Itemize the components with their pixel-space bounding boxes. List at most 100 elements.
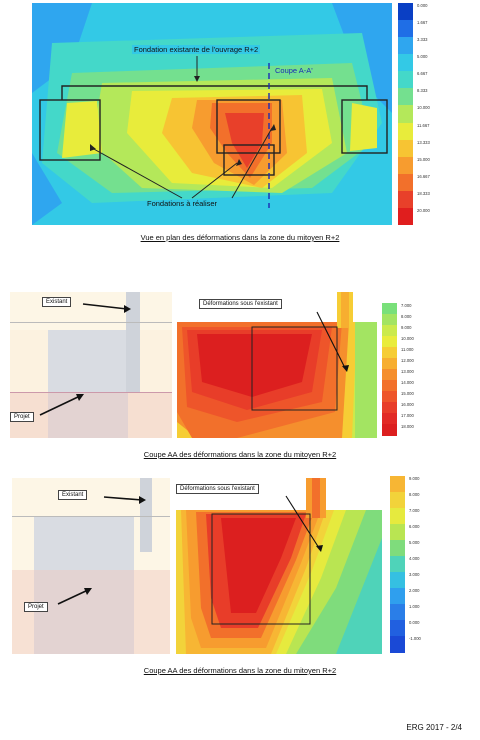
callout-projet: Projet [24,602,48,612]
legend-swatch [390,572,405,589]
section-2-deformation-map [177,292,377,438]
legend-label: 15.000 [417,156,430,162]
legend-plan: 0.000 1.667 3.333 5.000 6.667 8.333 10.000 11.6… [398,3,458,226]
legend-label: 16.667 [417,173,430,179]
legend-label: 20.000 [417,207,430,213]
legend-swatch [398,88,413,106]
section-3-arrows [57,496,146,605]
callout-deformations-sous-existant: Déformations sous l'existant [176,484,259,494]
legend-swatch [398,37,413,55]
legend-label: 0.000 [409,620,420,625]
section-left-model-2: Existant Projet [10,292,172,438]
legend-label: 5.000 [417,54,428,60]
legend-label: 18.000 [401,424,414,429]
legend-label: -1.000 [409,636,421,641]
page-footer: ERG 2017 - 2/4 [406,723,462,732]
legend-swatch [390,588,405,605]
legend-label: 10.000 [401,336,414,341]
label-coupe-aa: Coupe A-A' [275,66,313,75]
legend-swatch [390,492,405,509]
legend-swatch [398,156,413,175]
legend-label: 11.000 [401,347,414,352]
legend-section-3: 9.000 8.000 7.000 6.000 5.000 4.000 3.000 2.000… [390,476,450,653]
legend-label: 2.000 [409,588,420,593]
legend-swatch [382,336,397,348]
legend-label: 11.667 [417,122,430,128]
legend-section-2: 7.000 8.000 9.000 10.000 11.000 12.000 13.000 1… [382,303,442,436]
legend-swatch [398,54,413,72]
legend-label: 9.000 [401,325,412,330]
legend-swatch [390,620,405,637]
caption-section-2: Coupe AA des déformations dans la zone d… [143,450,337,459]
legend-label: 6.667 [417,71,428,77]
section-3-deformation-map [176,478,382,654]
legend-swatch [398,3,413,21]
legend-label: 17.000 [401,413,414,418]
legend-label: 13.333 [417,139,430,145]
section-right-model-2: Déformations sous l'existant [177,292,377,438]
section-2-arrows [39,303,131,416]
legend-label: 7.000 [401,303,412,308]
legend-label: 12.000 [401,358,414,363]
legend-swatch [382,314,397,326]
label-fondation-existante: Fondation existante de l'ouvrage R+2 [132,45,261,54]
legend-label: 1.667 [417,20,428,26]
legend-swatch [398,190,413,209]
legend-swatch [398,20,413,38]
legend-swatch [382,369,397,381]
legend-label: 3.000 [409,572,420,577]
plan-view-figure: Fondation existante de l'ouvrage R+2 Cou… [32,3,392,225]
legend-swatch [390,508,405,525]
label-fondations-a-realiser: Fondations à réaliser [147,199,218,208]
legend-swatch [398,207,413,226]
legend-swatch [398,122,413,141]
plan-deformation-map [32,3,392,225]
legend-swatch [398,71,413,89]
legend-label: 8.000 [401,314,412,319]
legend-label: 10.000 [417,105,430,111]
legend-swatch [390,540,405,557]
legend-swatch [390,604,405,621]
legend-swatch [382,380,397,392]
callout-deformations-sous-existant: Déformations sous l'existant [199,299,282,309]
callout-existant: Existant [58,490,88,500]
legend-swatch [398,173,413,192]
legend-label: 16.000 [401,402,414,407]
legend-label: 6.000 [409,524,420,529]
legend-swatch [382,347,397,359]
legend-swatch [382,424,397,436]
legend-label: 14.000 [401,380,414,385]
section-3-arrow [285,495,323,552]
legend-swatch [382,391,397,403]
legend-swatch [390,636,405,653]
caption-section-3: Coupe AA des déformations dans la zone d… [143,666,337,675]
legend-label: 9.000 [409,476,420,481]
section-left-model-3: Existant Projet [12,478,170,654]
legend-swatch [382,325,397,337]
legend-label: 3.333 [417,37,428,43]
legend-label: 8.333 [417,88,428,94]
legend-label: 5.000 [409,540,420,545]
legend-swatch [382,303,397,315]
legend-label: 4.000 [409,556,420,561]
legend-label: 13.000 [401,369,414,374]
legend-label: 8.000 [409,492,420,497]
legend-label: 7.000 [409,508,420,513]
legend-label: 0.000 [417,3,428,8]
legend-label: 18.333 [417,190,430,196]
legend-swatch [398,139,413,158]
callout-projet: Projet [10,412,34,422]
section-right-model-3: Déformations sous l'existant [176,478,382,654]
legend-swatch [382,413,397,425]
legend-label: 1.000 [409,604,420,609]
legend-swatch [390,556,405,573]
legend-swatch [390,476,405,493]
callout-existant: Existant [42,297,72,307]
legend-label: 15.000 [401,391,414,396]
legend-swatch [382,358,397,370]
legend-swatch [390,524,405,541]
legend-swatch [382,402,397,414]
caption-plan: Vue en plan des déformations dans la zon… [140,233,340,242]
section-2-arrow [316,311,349,372]
legend-swatch [398,105,413,124]
